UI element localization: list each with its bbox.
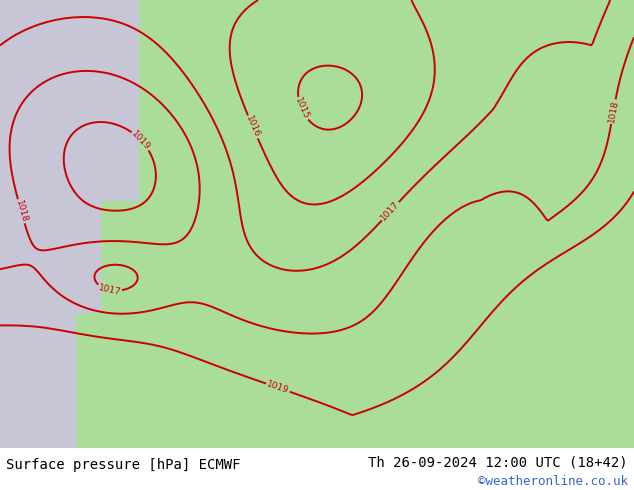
Text: Th 26-09-2024 12:00 UTC (18+42): Th 26-09-2024 12:00 UTC (18+42)	[368, 456, 628, 470]
Text: 1017: 1017	[379, 200, 401, 223]
Text: 1017: 1017	[98, 283, 122, 297]
Text: 1015: 1015	[293, 97, 310, 122]
Text: 1018: 1018	[607, 99, 620, 124]
Text: 1019: 1019	[130, 129, 152, 152]
Text: 1019: 1019	[266, 380, 290, 396]
Text: ©weatheronline.co.uk: ©weatheronline.co.uk	[477, 475, 628, 488]
Text: Surface pressure [hPa] ECMWF: Surface pressure [hPa] ECMWF	[6, 458, 241, 472]
Text: 1018: 1018	[14, 199, 29, 223]
Text: 1016: 1016	[244, 115, 261, 139]
